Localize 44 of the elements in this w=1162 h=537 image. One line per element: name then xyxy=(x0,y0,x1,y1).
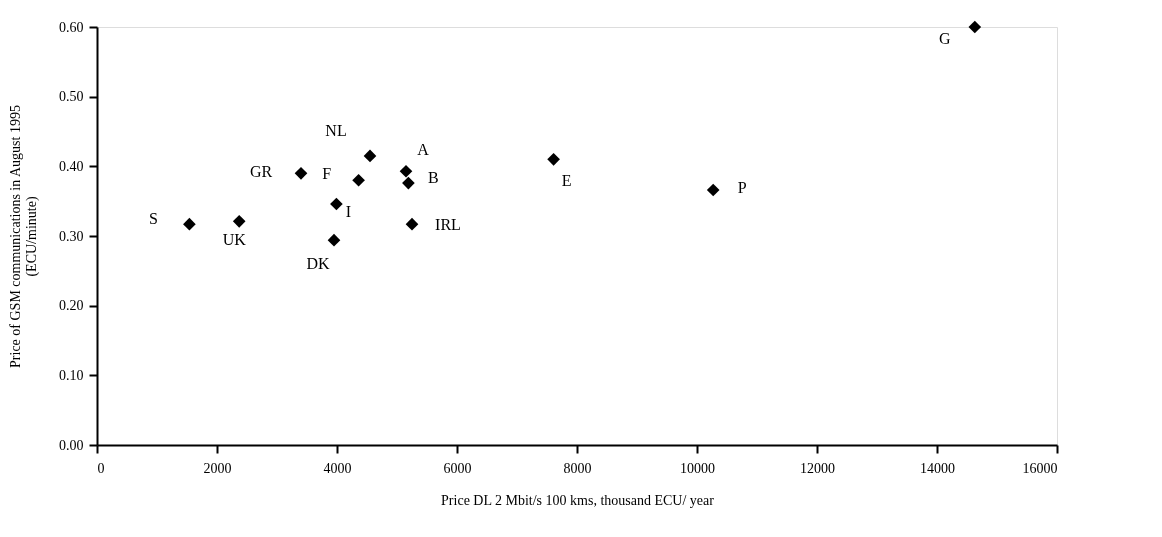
point xyxy=(183,217,196,231)
annotation: F xyxy=(322,165,332,183)
y-tick-label: 0.30 xyxy=(59,228,84,244)
annotation: S xyxy=(148,210,158,228)
point xyxy=(968,20,982,34)
point xyxy=(352,173,365,187)
x-tick-label: 16000 xyxy=(1022,460,1058,476)
y-tick-label: 0.50 xyxy=(59,89,84,105)
x-tick-label: 2000 xyxy=(203,460,232,476)
point xyxy=(706,183,720,197)
point xyxy=(547,153,560,166)
annotation: IRL xyxy=(435,216,461,234)
annotation: GR xyxy=(249,163,273,181)
annotation: A xyxy=(417,141,430,159)
point xyxy=(294,166,308,180)
point xyxy=(330,197,343,211)
y-tick-label: 0.20 xyxy=(59,298,84,314)
annotation: DK xyxy=(306,255,330,273)
x-tick-label: 8000 xyxy=(563,460,592,476)
annotation: NL xyxy=(325,121,347,139)
annotation: B xyxy=(428,169,439,187)
x-tick-label: 4000 xyxy=(323,460,352,476)
x-tick-label: 14000 xyxy=(920,460,955,476)
annotation: P xyxy=(737,179,747,197)
x-tick-label: 12000 xyxy=(800,460,835,476)
annotation: G xyxy=(939,30,952,47)
x-axis-title: Price DL 2 Mbit/s 100 kms, thousand ECU/ year xyxy=(441,492,715,508)
y-tick-label: 0.00 xyxy=(59,437,84,453)
x-tick-label: 10000 xyxy=(680,460,715,476)
point xyxy=(363,149,377,163)
annotation: E xyxy=(561,172,572,190)
y-tick-label: 0.10 xyxy=(59,367,84,383)
annotation: UK xyxy=(222,231,247,249)
point xyxy=(399,164,413,178)
annotation: I xyxy=(345,202,352,220)
point xyxy=(327,233,341,247)
x-tick-label: 0 xyxy=(97,460,105,476)
point xyxy=(232,215,246,228)
y-tick-label: 0.60 xyxy=(59,19,84,35)
point xyxy=(402,176,415,190)
x-tick-label: 6000 xyxy=(443,460,472,476)
y-tick-label: 0.40 xyxy=(59,158,84,174)
y-axis-title: Price of GSM communications in August 1995 (ECU/minute) xyxy=(8,105,40,368)
point xyxy=(405,217,419,231)
